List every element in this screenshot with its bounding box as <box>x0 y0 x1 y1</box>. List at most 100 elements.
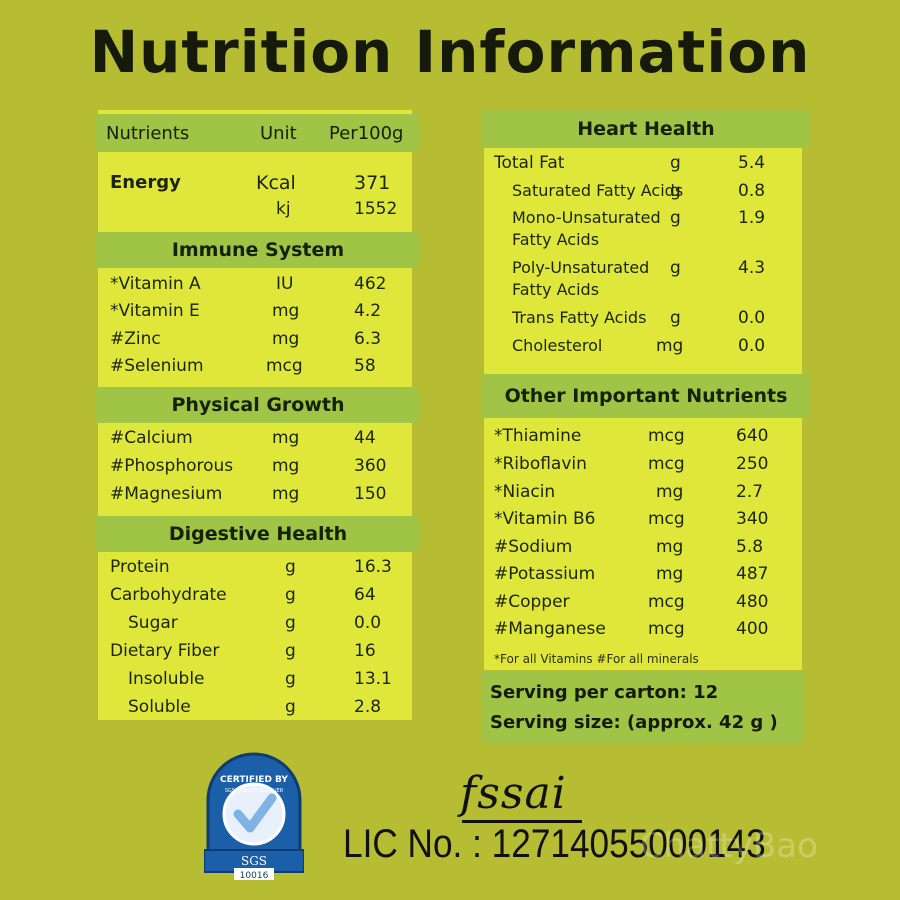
nutrient-unit: g <box>285 585 296 605</box>
energy-value-kcal: 371 <box>354 172 391 194</box>
nutrient-label: *Vitamin A <box>110 274 201 294</box>
nutrient-value: 16.3 <box>354 557 392 577</box>
nutrient-label: *Vitamin B6 <box>494 509 596 529</box>
other-nutrients-band: Other Important Nutrients <box>482 374 810 418</box>
nutrient-label: #Manganese <box>494 619 606 639</box>
nutrient-value: 640 <box>736 426 769 446</box>
nutrient-unit: mg <box>272 428 300 448</box>
nutrient-label: *Thiamine <box>494 426 582 446</box>
svg-text:SGS: SGS <box>241 854 267 868</box>
nutrient-label: Trans Fatty Acids <box>512 308 647 327</box>
nutrient-unit: g <box>285 641 296 661</box>
svg-text:CERTIFIED BY: CERTIFIED BY <box>220 775 288 785</box>
nutrient-value: 64 <box>354 585 376 605</box>
nutrient-label: Dietary Fiber <box>110 641 220 661</box>
nutrients-header: Nutrients <box>106 123 190 144</box>
unit-header: Unit <box>260 123 297 144</box>
nutrient-value: 340 <box>736 509 769 529</box>
nutrient-value: 487 <box>736 564 769 584</box>
nutrient-unit: mcg <box>648 454 685 474</box>
nutrient-label-line2: Fatty Acids <box>512 280 600 299</box>
page-title: Nutrition Information <box>89 18 811 86</box>
nutrient-label: #Sodium <box>494 537 573 557</box>
nutrient-unit: g <box>670 153 681 173</box>
nutrient-unit: g <box>285 697 296 717</box>
nutrient-label: #Selenium <box>110 356 204 376</box>
nutrient-label: *Niacin <box>494 482 556 502</box>
nutrient-label: Mono-Unsaturated <box>512 208 661 227</box>
serving-per-carton: Serving per carton: 12 <box>490 682 719 703</box>
nutrient-unit: mcg <box>266 356 303 376</box>
svg-text:SGS QUALITY SUPPLIER: SGS QUALITY SUPPLIER <box>225 788 284 794</box>
nutrient-unit: mg <box>656 537 684 557</box>
nutrient-unit: mcg <box>648 426 685 446</box>
nutrient-value: 0.0 <box>738 336 766 356</box>
nutrient-unit: g <box>670 181 681 201</box>
nutrient-unit: g <box>670 308 681 328</box>
digestive-health-band: Digestive Health <box>96 516 420 552</box>
nutrient-unit: g <box>285 669 296 689</box>
checkmark-icon <box>233 793 277 833</box>
nutrient-value: 4.3 <box>738 258 766 278</box>
nutrient-value: 0.0 <box>738 308 766 328</box>
nutrient-unit: mg <box>656 564 684 584</box>
right-nutrition-panel: Heart Health Total Fat g 5.4 Saturated Fat… <box>482 110 810 670</box>
nutrient-value: 0.0 <box>354 613 382 633</box>
energy-unit-kcal: Kcal <box>256 172 296 194</box>
nutrient-unit: mg <box>272 456 300 476</box>
sgs-seal-graphic: CERTIFIED BY SGS 10016 SGS QUALITY SUPPL… <box>203 752 305 881</box>
energy-value-kj: 1552 <box>354 199 398 219</box>
nutrient-unit: mg <box>272 484 300 504</box>
watermark: ChattyBao <box>640 826 818 866</box>
nutrient-unit: mcg <box>648 619 685 639</box>
nutrient-label: #Magnesium <box>110 484 223 504</box>
nutrient-value: 44 <box>354 428 376 448</box>
sgs-seal: CERTIFIED BY SGS 10016 SGS QUALITY SUPPL… <box>203 752 305 882</box>
nutrient-value: 480 <box>736 592 769 612</box>
nutrient-unit: g <box>670 208 681 228</box>
nutrient-value: 250 <box>736 454 769 474</box>
license-number: LIC No. : 12714055000143 <box>343 822 766 866</box>
nutrient-label: #Copper <box>494 592 570 612</box>
nutrient-unit: mcg <box>648 509 685 529</box>
left-nutrition-panel: Nutrients Unit Per100g Energy Kcal 371 k… <box>96 110 420 720</box>
nutrient-unit: mcg <box>648 592 685 612</box>
nutrient-unit: mg <box>272 301 300 321</box>
nutrient-value: 400 <box>736 619 769 639</box>
nutrient-value: 1.9 <box>738 208 766 228</box>
nutrient-unit: mg <box>272 329 300 349</box>
nutrient-value: 462 <box>354 274 387 294</box>
nutrient-label: Sugar <box>128 613 178 633</box>
nutrient-label: #Potassium <box>494 564 596 584</box>
serving-info-band: Serving per carton: 12 Serving size: (ap… <box>482 672 804 744</box>
immune-system-band: Immune System <box>96 232 420 268</box>
svg-text:10016: 10016 <box>240 871 269 881</box>
nutrient-unit: g <box>285 613 296 633</box>
nutrient-label: Soluble <box>128 697 191 717</box>
nutrient-label: *Vitamin E <box>110 301 200 321</box>
nutrient-value: 16 <box>354 641 376 661</box>
nutrient-label: Poly-Unsaturated <box>512 258 650 277</box>
nutrient-value: 360 <box>354 456 387 476</box>
physical-growth-band: Physical Growth <box>96 387 420 423</box>
nutrient-value: 5.4 <box>738 153 766 173</box>
nutrient-label: Protein <box>110 557 170 577</box>
nutrient-value: 150 <box>354 484 387 504</box>
nutrient-unit: mg <box>656 336 684 356</box>
table-row: Poly-Unsaturated Fatty Acids g 4.3 <box>484 258 794 304</box>
footnote: *For all Vitamins #For all minerals <box>494 652 699 666</box>
nutrient-value: 58 <box>354 356 376 376</box>
nutrient-unit: g <box>285 557 296 577</box>
column-header-band: Nutrients Unit Per100g <box>96 114 420 152</box>
nutrient-value: 2.8 <box>354 697 382 717</box>
nutrient-value: 5.8 <box>736 537 764 557</box>
serving-size: Serving size: (approx. 42 g ) <box>490 712 778 733</box>
fssai-underline <box>462 820 582 823</box>
nutrient-value: 2.7 <box>736 482 764 502</box>
nutrient-label: #Calcium <box>110 428 193 448</box>
heart-health-band: Heart Health <box>482 110 810 148</box>
nutrient-value: 13.1 <box>354 669 392 689</box>
nutrient-label: Cholesterol <box>512 336 603 355</box>
energy-row: Energy Kcal 371 kj 1552 <box>98 172 408 222</box>
nutrient-label: Insoluble <box>128 669 205 689</box>
